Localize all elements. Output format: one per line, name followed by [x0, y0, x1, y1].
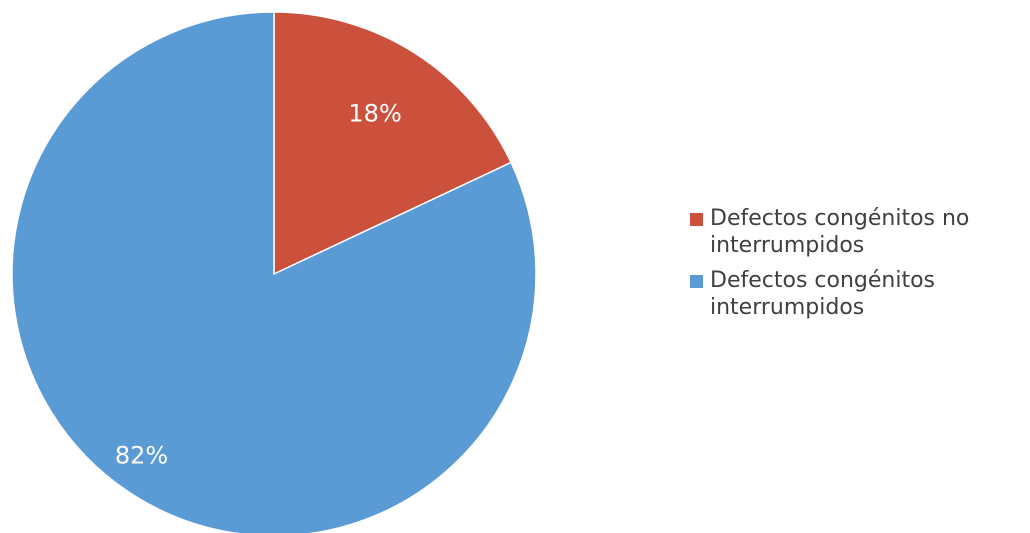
pie-chart: 18% 82%: [11, 11, 537, 533]
pie-data-labels: 18% 82%: [115, 100, 402, 470]
chart-legend: Defectos congénitos no interrumpidos Def…: [690, 205, 1030, 329]
legend-item-no-interrumpidos: Defectos congénitos no interrumpidos: [690, 205, 1030, 259]
data-label-interrumpidos: 82%: [115, 441, 168, 469]
pie-slice-no-interrumpidos: [273, 11, 513, 276]
legend-item-interrumpidos: Defectos congénitos interrumpidos: [690, 267, 1030, 321]
pie-slices: [11, 11, 537, 533]
legend-label-no-interrumpidos: Defectos congénitos no interrumpidos: [710, 206, 970, 258]
legend-swatch-no-interrumpidos: [690, 213, 703, 226]
pie-slice-interrumpidos: [11, 11, 537, 533]
legend-swatch-interrumpidos: [690, 275, 703, 288]
legend-label-interrumpidos: Defectos congénitos interrumpidos: [710, 268, 935, 320]
data-label-no-interrumpidos: 18%: [348, 100, 401, 128]
